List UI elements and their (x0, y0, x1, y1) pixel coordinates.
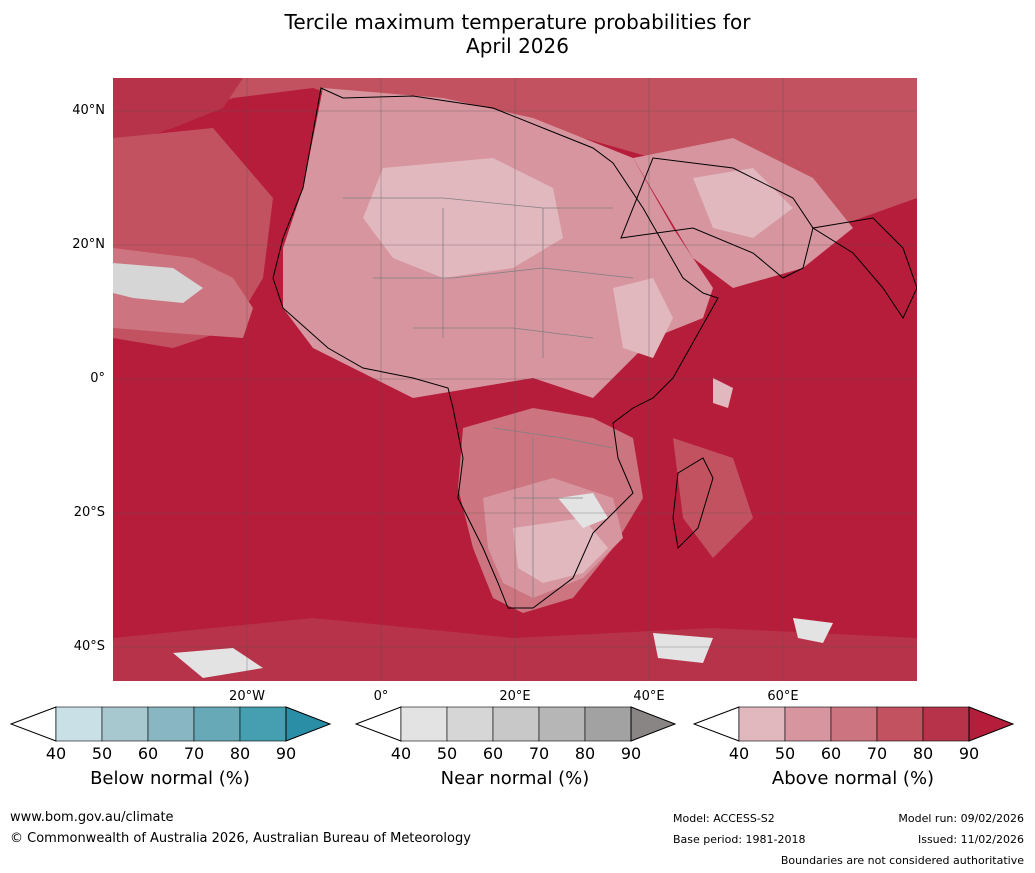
coastlines (272, 87, 917, 609)
tick-label: 40 (45, 744, 67, 763)
tick-label: 80 (912, 744, 934, 763)
lon-label-20e: 20°E (499, 689, 531, 704)
lat-label-40n: 40°N (72, 103, 105, 118)
colorbar-near-swatches (355, 706, 677, 742)
colorbar-below-label: Below normal (%) (90, 768, 250, 789)
colorbar-below-normal (10, 706, 332, 742)
lat-label-20n: 20°N (72, 237, 105, 252)
map-canvas (113, 78, 917, 681)
tick-label: 50 (436, 744, 458, 763)
tick-label: 50 (774, 744, 796, 763)
base-period: Base period: 1981-2018 (673, 833, 806, 846)
tick-label: 60 (482, 744, 504, 763)
tick-label: 90 (275, 744, 297, 763)
lon-label-0: 0° (373, 689, 389, 704)
tick-label: 70 (528, 744, 550, 763)
website-link[interactable]: www.bom.gov.au/climate (10, 810, 174, 825)
colorbar-near-label: Near normal (%) (440, 768, 590, 789)
colorbar-near-normal (355, 706, 677, 742)
lat-label-0: 0° (90, 371, 105, 386)
lat-label-20s: 20°S (73, 505, 105, 520)
lat-label-40s: 40°S (73, 639, 105, 654)
model-run-date: Model run: 09/02/2026 (898, 812, 1024, 825)
probability-map (113, 78, 917, 681)
issued-date: Issued: 11/02/2026 (917, 833, 1024, 846)
copyright-text: © Commonwealth of Australia 2026, Austra… (10, 831, 471, 846)
borders (343, 197, 634, 598)
model-name: Model: ACCESS-S2 (673, 812, 775, 825)
colorbar-above-label: Above normal (%) (771, 768, 935, 789)
lon-label-20w: 20°W (229, 689, 265, 704)
title-line-2: April 2026 (466, 34, 569, 58)
tick-label: 50 (91, 744, 113, 763)
tick-label: 40 (390, 744, 412, 763)
tick-label: 60 (820, 744, 842, 763)
lon-label-60e: 60°E (767, 689, 799, 704)
tick-label: 80 (229, 744, 251, 763)
tick-label: 40 (728, 744, 750, 763)
tick-label: 90 (958, 744, 980, 763)
boundaries-disclaimer: Boundaries are not considered authoritat… (780, 854, 1024, 867)
title-line-1: Tercile maximum temperature probabilitie… (284, 10, 751, 34)
tick-label: 90 (620, 744, 642, 763)
colorbar-above-normal (693, 706, 1015, 742)
tick-label: 60 (137, 744, 159, 763)
tick-label: 70 (183, 744, 205, 763)
tick-label: 70 (866, 744, 888, 763)
map-title: Tercile maximum temperature probabilitie… (0, 10, 1035, 58)
graticule (113, 78, 917, 681)
tick-label: 80 (574, 744, 596, 763)
lon-label-40e: 40°E (633, 689, 665, 704)
colorbar-below-swatches (10, 706, 332, 742)
colorbar-above-swatches (693, 706, 1015, 742)
